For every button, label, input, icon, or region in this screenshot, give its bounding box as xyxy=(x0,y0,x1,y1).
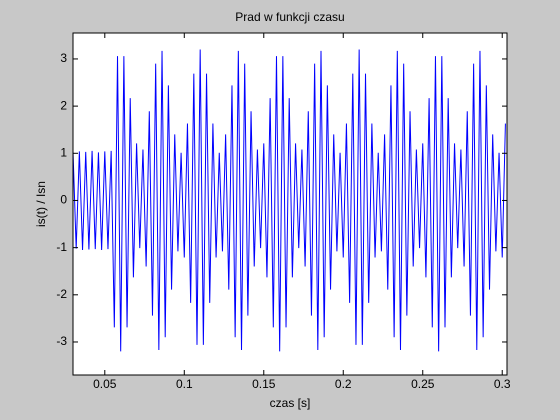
y-tick-label: 0 xyxy=(60,193,67,207)
y-tick-label: 2 xyxy=(60,98,67,112)
x-tick-label: 0.3 xyxy=(494,377,511,391)
y-tick-label: -3 xyxy=(56,334,67,348)
x-axis-label: czas [s] xyxy=(270,396,311,410)
y-tick-label: 3 xyxy=(60,51,67,65)
y-tick-label: -2 xyxy=(56,287,67,301)
x-tick-label: 0.25 xyxy=(411,377,435,391)
data-line xyxy=(73,49,506,352)
chart-title: Prad w funkcji czasu xyxy=(235,10,344,24)
series-group xyxy=(73,49,506,352)
axes-box xyxy=(72,32,508,376)
y-tick-label: 1 xyxy=(60,145,67,159)
y-tick-label: -1 xyxy=(56,240,67,254)
x-tick-label: 0.1 xyxy=(176,377,193,391)
y-axis-label: is(t) / Isn xyxy=(34,181,48,227)
x-tick-label: 0.2 xyxy=(335,377,352,391)
x-tick-label: 0.15 xyxy=(252,377,276,391)
x-tick-label: 0.05 xyxy=(93,377,117,391)
